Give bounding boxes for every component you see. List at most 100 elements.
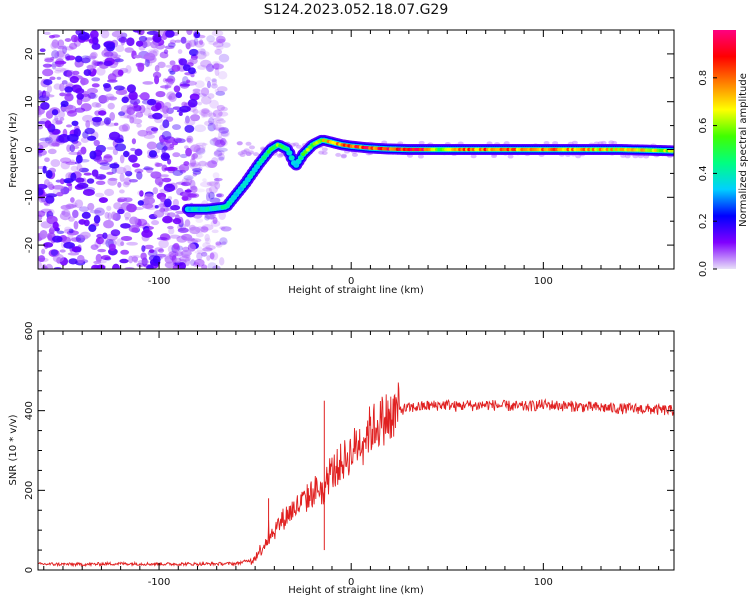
heatmap-cell	[71, 202, 78, 209]
heatmap-cell	[200, 109, 206, 119]
heatmap-cell	[107, 73, 117, 82]
heatmap-cell	[215, 35, 226, 44]
heatmap-cell	[96, 66, 106, 76]
heatmap-cell	[126, 106, 136, 115]
heatmap-cell	[208, 191, 215, 200]
heatmap-cell	[118, 111, 126, 117]
heatmap-cell	[211, 157, 219, 165]
heatmap-cell	[65, 55, 76, 61]
heatmap-cell	[91, 77, 101, 82]
heatmap-cell	[172, 152, 181, 158]
heatmap-cell	[66, 182, 73, 187]
heatmap-cell	[137, 190, 144, 196]
heatmap-cell	[209, 251, 219, 261]
heatmap-cell	[106, 205, 112, 211]
heatmap-cell	[115, 89, 128, 96]
heatmap-cell	[74, 199, 84, 209]
heatmap-cell	[108, 177, 118, 181]
heatmap-cell	[132, 30, 142, 33]
heatmap-cell	[42, 68, 54, 77]
heatmap-cell	[162, 112, 169, 119]
heatmap-cell	[175, 210, 185, 215]
heatmap-cell	[216, 86, 228, 93]
heatmap-cell	[178, 58, 188, 66]
heatmap-cell	[180, 250, 192, 257]
heatmap-cell	[163, 145, 168, 151]
heatmap-cell	[575, 154, 582, 159]
heatmap-cell	[181, 195, 189, 201]
heatmap-cell	[172, 198, 179, 207]
heatmap-cell	[160, 152, 170, 161]
heatmap-cell	[58, 133, 70, 143]
heatmap-cell	[624, 154, 631, 159]
heatmap-cell	[200, 109, 213, 118]
heatmap-cell	[340, 153, 347, 158]
heatmap-cell	[93, 139, 100, 147]
heatmap-cell	[42, 63, 53, 68]
heatmap-cell	[83, 219, 90, 227]
heatmap-cell	[179, 169, 186, 174]
heatmap-cell	[88, 224, 97, 232]
heatmap-cell	[121, 96, 129, 104]
heatmap-cell	[130, 147, 136, 152]
heatmap-ridge-cell	[241, 184, 246, 188]
heatmap-cell	[101, 255, 111, 261]
heatmap-cell	[202, 242, 211, 249]
heatmap-cell	[252, 152, 259, 157]
heatmap-cell	[144, 58, 150, 68]
heatmap-cell	[69, 144, 76, 153]
heatmap-ridge-cell	[305, 147, 310, 152]
heatmap-ridge-cell	[227, 201, 232, 205]
heatmap-cell	[179, 153, 188, 159]
heatmap-cell	[154, 205, 159, 209]
heatmap-cell	[89, 150, 97, 160]
heatmap-cell	[103, 219, 114, 229]
heatmap-ridge-cell	[248, 174, 253, 179]
y-tick-label: 400	[24, 401, 35, 420]
heatmap-cell	[174, 138, 186, 144]
heatmap-cell	[207, 262, 217, 269]
heatmap-cell	[86, 178, 95, 184]
heatmap-cell	[162, 215, 173, 224]
heatmap-cell	[209, 197, 221, 204]
heatmap-cell	[194, 40, 205, 48]
y-tick-label: -10	[24, 189, 35, 205]
heatmap-cell	[71, 84, 82, 93]
heatmap-cell	[52, 185, 65, 190]
heatmap-cell	[38, 153, 42, 158]
heatmap-cell	[172, 169, 183, 177]
heatmap-cell	[117, 208, 125, 215]
heatmap-cell	[163, 49, 169, 54]
heatmap-cell	[138, 94, 148, 98]
heatmap-cell	[110, 211, 117, 220]
heatmap-cell	[74, 60, 82, 68]
heatmap-cell	[55, 142, 60, 147]
heatmap-cell	[142, 55, 155, 60]
heatmap-cell	[180, 36, 187, 44]
heatmap-cell	[190, 238, 202, 243]
heatmap-cell	[45, 94, 55, 98]
heatmap-cell	[139, 190, 144, 197]
heatmap-ridge-cell	[236, 189, 241, 194]
heatmap-cell	[117, 69, 124, 76]
heatmap-cell	[64, 86, 73, 93]
heatmap-cell	[213, 62, 220, 71]
heatmap-cell	[164, 84, 169, 90]
heatmap-cell	[167, 95, 173, 100]
y-tick-label: 0	[24, 567, 35, 573]
heatmap-cell	[174, 39, 182, 43]
heatmap-cell	[137, 259, 150, 265]
heatmap-cell	[72, 209, 79, 219]
heatmap-cell	[205, 187, 213, 194]
heatmap-cell	[196, 252, 203, 260]
heatmap-cell	[120, 235, 133, 241]
heatmap-cell	[571, 140, 578, 145]
heatmap-cell	[96, 233, 105, 239]
heatmap-cell	[38, 261, 42, 269]
heatmap-cell	[184, 189, 193, 193]
heatmap-cell	[103, 84, 112, 92]
heatmap-cell	[179, 83, 191, 87]
heatmap-cell	[59, 83, 65, 92]
